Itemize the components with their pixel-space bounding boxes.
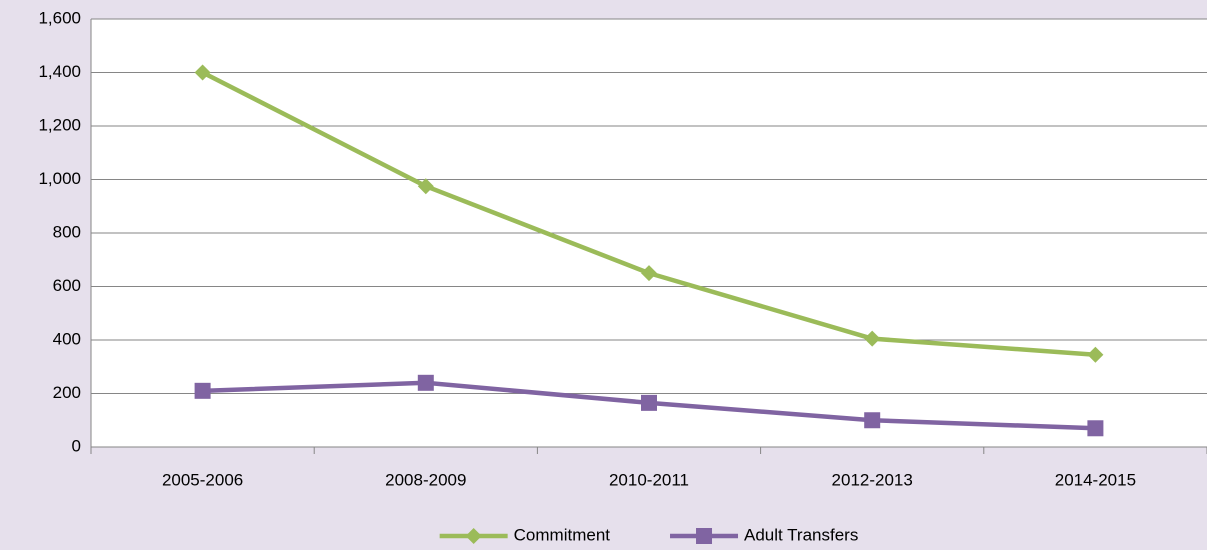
y-tick-label: 1,200: [38, 115, 81, 134]
y-tick-label: 800: [53, 222, 81, 241]
x-tick-label: 2012-2013: [832, 470, 913, 489]
x-tick-label: 2008-2009: [385, 470, 466, 489]
y-tick-label: 600: [53, 276, 81, 295]
data-point: [194, 382, 211, 399]
data-point: [417, 178, 434, 195]
data-point: [864, 412, 881, 429]
data-point: [1087, 346, 1104, 363]
x-tick-label: 2010-2011: [609, 470, 689, 489]
y-tick-label: 1,400: [38, 62, 81, 81]
legend-label: Commitment: [514, 525, 611, 544]
legend-label: Adult Transfers: [744, 525, 858, 544]
x-tick-label: 2005-2006: [162, 470, 243, 489]
data-point: [641, 394, 657, 411]
y-tick-label: 400: [53, 329, 81, 348]
data-point: [194, 64, 211, 81]
data-point: [641, 265, 657, 282]
data-point: [417, 374, 434, 391]
legend-marker: [465, 528, 482, 544]
y-tick-label: 1,600: [38, 8, 81, 27]
data-point: [1087, 420, 1104, 437]
x-tick-label: 2014-2015: [1055, 470, 1136, 489]
y-tick-label: 200: [53, 383, 81, 402]
data-point: [864, 330, 881, 347]
legend-marker: [696, 528, 713, 544]
y-tick-label: 0: [72, 436, 81, 455]
y-tick-label: 1,000: [38, 169, 81, 188]
